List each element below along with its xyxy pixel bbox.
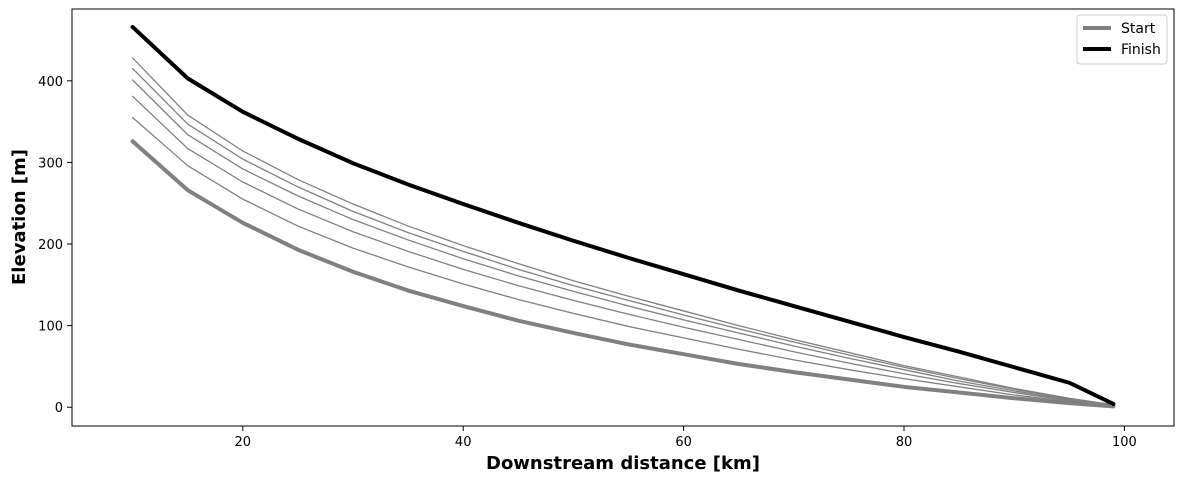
x-tick-label: 60 bbox=[675, 435, 692, 450]
legend: Start Finish bbox=[1076, 14, 1168, 65]
y-tick-label: 0 bbox=[55, 401, 63, 416]
x-axis-ticks: 20 40 60 80 100 bbox=[235, 426, 1137, 450]
legend-label-finish: Finish bbox=[1121, 42, 1161, 58]
y-tick-label: 400 bbox=[38, 75, 63, 90]
y-axis-title: Elevation [m] bbox=[9, 149, 30, 285]
y-tick-label: 300 bbox=[38, 156, 63, 171]
x-tick-label: 20 bbox=[235, 435, 252, 450]
x-tick-label: 80 bbox=[896, 435, 913, 450]
y-tick-label: 100 bbox=[38, 320, 63, 335]
plot-area-frame bbox=[71, 8, 1175, 427]
y-tick-label: 200 bbox=[38, 238, 63, 253]
x-tick-label: 40 bbox=[455, 435, 472, 450]
series-line-start bbox=[130, 139, 1116, 409]
x-tick-label: 100 bbox=[1112, 435, 1137, 450]
series-line-intermediate-4 bbox=[131, 67, 1115, 407]
series-layer bbox=[130, 24, 1116, 409]
legend-label-start: Start bbox=[1121, 21, 1156, 37]
series-line-intermediate-5 bbox=[131, 57, 1115, 406]
series-line-finish bbox=[130, 24, 1116, 406]
series-line-intermediate-2 bbox=[131, 95, 1115, 407]
series-line-intermediate-3 bbox=[131, 79, 1115, 407]
x-axis-title: Downstream distance [km] bbox=[486, 453, 760, 474]
y-axis-ticks: 0 100 200 300 400 bbox=[38, 75, 72, 416]
series-line-intermediate-1 bbox=[131, 116, 1115, 408]
